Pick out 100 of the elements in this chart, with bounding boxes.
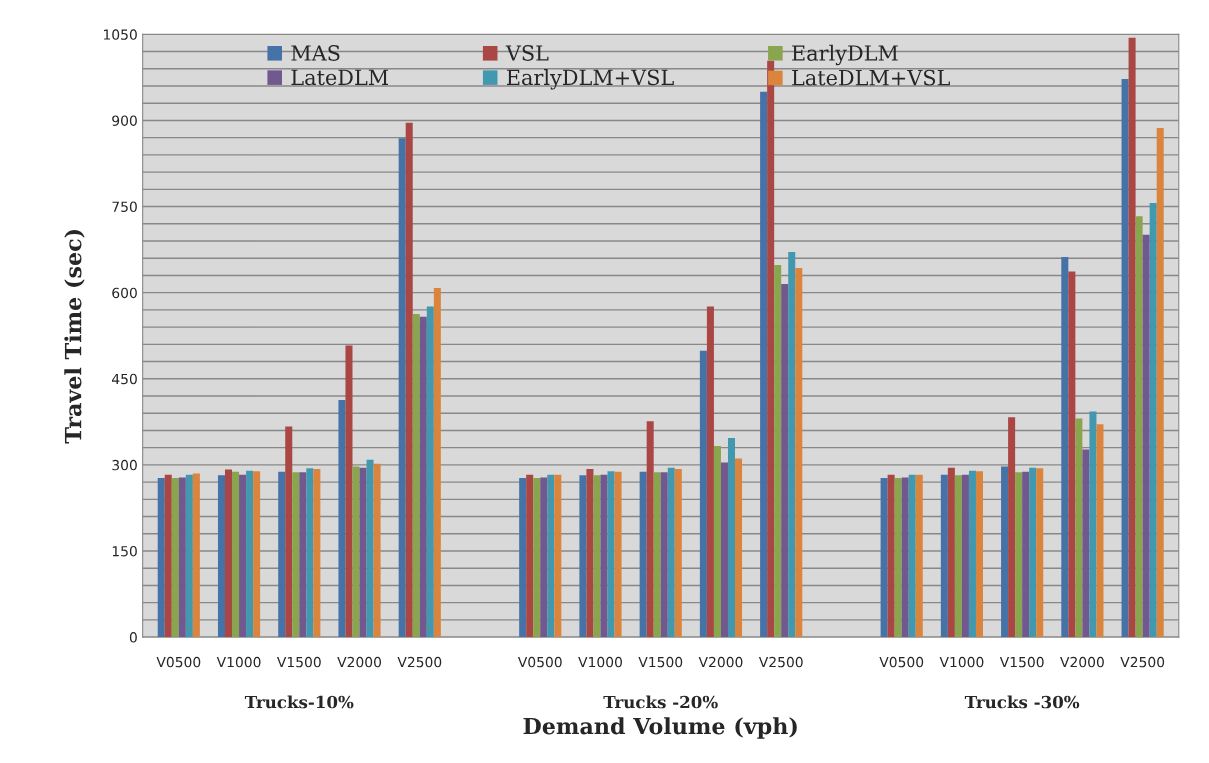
bar xyxy=(398,138,406,638)
bar xyxy=(795,267,803,638)
bar xyxy=(171,478,179,638)
bar xyxy=(1036,468,1044,638)
bar xyxy=(614,471,622,638)
bar xyxy=(338,400,346,638)
bar xyxy=(306,468,314,638)
bar xyxy=(526,474,534,638)
bar xyxy=(1022,471,1030,638)
y-axis-title: Travel Time (sec) xyxy=(64,229,85,444)
x-tick-label: V0500 xyxy=(879,656,924,668)
bar xyxy=(975,471,983,638)
bar xyxy=(192,473,200,638)
bar xyxy=(639,471,647,638)
legend-label: EarlyDLM xyxy=(792,44,898,66)
x-tick-label: V2000 xyxy=(337,656,382,668)
bar xyxy=(519,478,527,638)
bar xyxy=(373,463,381,638)
bar xyxy=(674,468,682,638)
bar xyxy=(366,459,374,638)
bar xyxy=(646,421,654,638)
text: Trucks-10% xyxy=(244,695,354,709)
bar xyxy=(1135,216,1143,638)
bar xyxy=(1075,418,1083,638)
bar xyxy=(954,475,962,638)
bar xyxy=(968,470,976,638)
bar xyxy=(720,462,728,638)
bar xyxy=(246,470,254,638)
bar xyxy=(915,474,923,638)
bar xyxy=(285,426,293,638)
bar xyxy=(533,478,541,638)
bar xyxy=(660,472,668,638)
bar xyxy=(1068,271,1076,638)
x-axis-title: Demand Volume (vph) xyxy=(523,717,797,739)
bar xyxy=(760,91,768,638)
bar xyxy=(1082,449,1090,638)
legend-label: MAS xyxy=(291,45,340,61)
y-tick-label: 1050 xyxy=(103,29,137,40)
x-tick-label: V1500 xyxy=(638,656,683,668)
bar xyxy=(781,284,789,638)
x-tick-label: V2500 xyxy=(758,656,803,668)
bar xyxy=(1061,257,1069,638)
bar xyxy=(313,468,321,638)
bar xyxy=(940,474,948,638)
bar xyxy=(224,469,233,638)
bar xyxy=(579,475,587,638)
x-tick-label: V2500 xyxy=(397,656,442,668)
bar xyxy=(1128,37,1136,638)
bar xyxy=(908,474,916,638)
bar xyxy=(1096,424,1104,638)
bar xyxy=(706,306,714,638)
bar xyxy=(412,313,420,638)
bar xyxy=(1089,411,1097,638)
bar xyxy=(901,477,909,638)
bar xyxy=(600,474,608,638)
x-tick-label: V2500 xyxy=(1120,656,1165,668)
bar xyxy=(788,251,796,638)
bar xyxy=(767,60,775,638)
y-tick-label: 300 xyxy=(112,459,137,471)
x-tick-label: V1500 xyxy=(276,656,321,668)
bar xyxy=(419,316,427,638)
bar xyxy=(1008,417,1016,638)
x-tick-label: V1000 xyxy=(939,656,984,668)
bar xyxy=(887,474,895,638)
bar xyxy=(586,468,594,638)
y-tick-label: 450 xyxy=(111,373,137,385)
text: Trucks -30% xyxy=(964,695,1080,709)
bar xyxy=(727,437,736,638)
x-tick-label: V2000 xyxy=(698,656,743,668)
bar xyxy=(352,466,360,638)
bar xyxy=(667,467,675,638)
y-tick-label: 600 xyxy=(112,287,137,299)
y-tick-label: 0 xyxy=(129,632,137,643)
bar xyxy=(359,467,367,638)
bar xyxy=(774,265,782,638)
bar xyxy=(345,345,353,638)
text: Trucks -20% xyxy=(603,695,718,709)
bar xyxy=(735,458,743,638)
bar xyxy=(157,478,165,638)
bar xyxy=(426,306,434,638)
y-tick-label: 150 xyxy=(112,545,137,557)
bar xyxy=(607,471,615,638)
bar xyxy=(894,478,902,638)
bar xyxy=(713,445,721,638)
bar xyxy=(947,467,955,638)
bar xyxy=(547,474,555,638)
bar xyxy=(299,472,307,638)
bar xyxy=(699,350,707,638)
bar xyxy=(178,477,186,638)
bar xyxy=(433,288,441,638)
bar xyxy=(239,474,247,638)
bar xyxy=(1156,127,1164,638)
y-tick-label: 900 xyxy=(112,115,137,126)
bar xyxy=(880,478,888,638)
bar xyxy=(653,472,661,638)
x-tick-label: V2000 xyxy=(1060,656,1104,668)
bar xyxy=(1001,466,1009,638)
bar xyxy=(253,471,261,638)
bar xyxy=(1015,472,1023,638)
x-tick-label: V1000 xyxy=(578,656,622,668)
